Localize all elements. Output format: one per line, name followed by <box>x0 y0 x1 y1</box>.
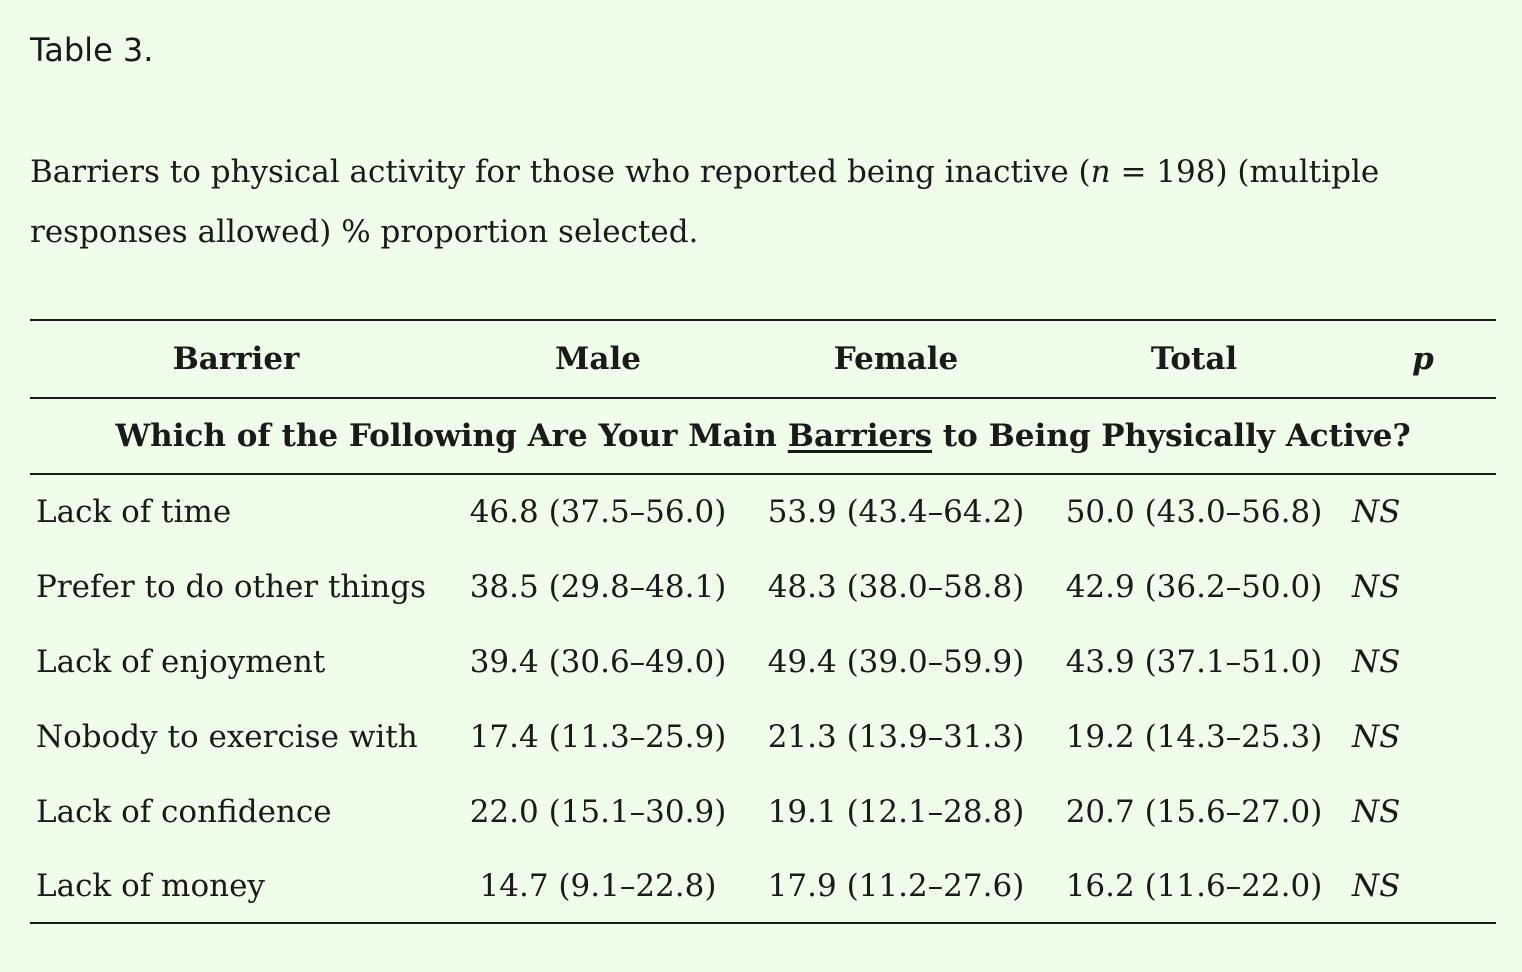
table-row: Lack of money 14.7 (9.1–22.8) 17.9 (11.2… <box>30 849 1496 923</box>
total-cell: 43.9 (37.1–51.0) <box>1065 643 1323 680</box>
total-cell: 16.2 (11.6–22.0) <box>1065 867 1323 904</box>
barrier-cell: Lack of time <box>36 494 232 530</box>
female-cell: 48.3 (38.0–58.8) <box>767 568 1025 605</box>
male-cell: 39.4 (30.6–49.0) <box>469 643 727 680</box>
male-cell: 22.0 (15.1–30.9) <box>469 793 727 830</box>
total-cell: 50.0 (43.0–56.8) <box>1065 494 1323 530</box>
p-value-cell: NS <box>1352 494 1401 530</box>
column-header-female: Female <box>833 341 959 377</box>
column-header-p: p <box>1412 341 1434 377</box>
p-value-cell: NS <box>1352 867 1401 904</box>
section-prefix: Which of the Following Are Your Main <box>115 418 788 454</box>
section-underlined: Barriers <box>787 418 932 454</box>
barrier-cell: Prefer to do other things <box>36 568 427 605</box>
female-cell: 17.9 (11.2–27.6) <box>767 867 1025 904</box>
total-cell: 20.7 (15.6–27.0) <box>1065 793 1323 830</box>
caption-part2: = 198) (multiple responses allowed) % pr… <box>30 154 1380 250</box>
barrier-cell: Lack of confidence <box>36 793 332 830</box>
male-cell: 38.5 (29.8–48.1) <box>469 568 727 605</box>
caption-n-symbol: n <box>1090 154 1111 190</box>
male-cell: 46.8 (37.5–56.0) <box>469 494 727 530</box>
female-cell: 19.1 (12.1–28.8) <box>767 793 1025 830</box>
column-header-barrier: Barrier <box>172 341 300 377</box>
total-cell: 19.2 (14.3–25.3) <box>1065 718 1323 755</box>
female-cell: 49.4 (39.0–59.9) <box>767 643 1025 680</box>
barriers-table: Barrier Male Female Total p Which of the… <box>30 319 1496 924</box>
caption-part1: Barriers to physical activity for those … <box>30 154 1091 190</box>
barrier-cell: Lack of enjoyment <box>36 643 326 680</box>
female-cell: 53.9 (43.4–64.2) <box>767 494 1025 530</box>
barrier-cell: Nobody to exercise with <box>36 718 418 755</box>
female-cell: 21.3 (13.9–31.3) <box>767 718 1025 755</box>
section-heading: Which of the Following Are Your Main Bar… <box>30 398 1496 474</box>
total-cell: 42.9 (36.2–50.0) <box>1065 568 1323 605</box>
table-row: Prefer to do other things 38.5 (29.8–48.… <box>30 549 1496 624</box>
table-row: Lack of confidence 22.0 (15.1–30.9) 19.1… <box>30 774 1496 849</box>
male-cell: 17.4 (11.3–25.9) <box>469 718 727 755</box>
table-caption: Barriers to physical activity for those … <box>30 142 1490 262</box>
barrier-cell: Lack of money <box>36 867 265 904</box>
table-row: Lack of time 46.8 (37.5–56.0) 53.9 (43.4… <box>30 474 1496 549</box>
table-row: Nobody to exercise with 17.4 (11.3–25.9)… <box>30 699 1496 774</box>
male-cell: 14.7 (9.1–22.8) <box>479 867 717 904</box>
table-row: Lack of enjoyment 39.4 (30.6–49.0) 49.4 … <box>30 624 1496 699</box>
table-label: Table 3. <box>30 31 154 69</box>
table-header: Barrier Male Female Total p Which of the… <box>30 320 1496 474</box>
column-header-total: Total <box>1150 341 1238 377</box>
p-value-cell: NS <box>1352 643 1401 680</box>
p-value-cell: NS <box>1352 793 1401 830</box>
p-value-cell: NS <box>1352 718 1401 755</box>
table-body: Lack of time 46.8 (37.5–56.0) 53.9 (43.4… <box>30 474 1496 923</box>
section-suffix: to Being Physically Active? <box>932 418 1411 454</box>
section-header-row: Which of the Following Are Your Main Bar… <box>30 398 1496 474</box>
column-header-male: Male <box>555 341 641 377</box>
column-header-row: Barrier Male Female Total p <box>30 320 1496 398</box>
p-value-cell: NS <box>1352 568 1401 605</box>
